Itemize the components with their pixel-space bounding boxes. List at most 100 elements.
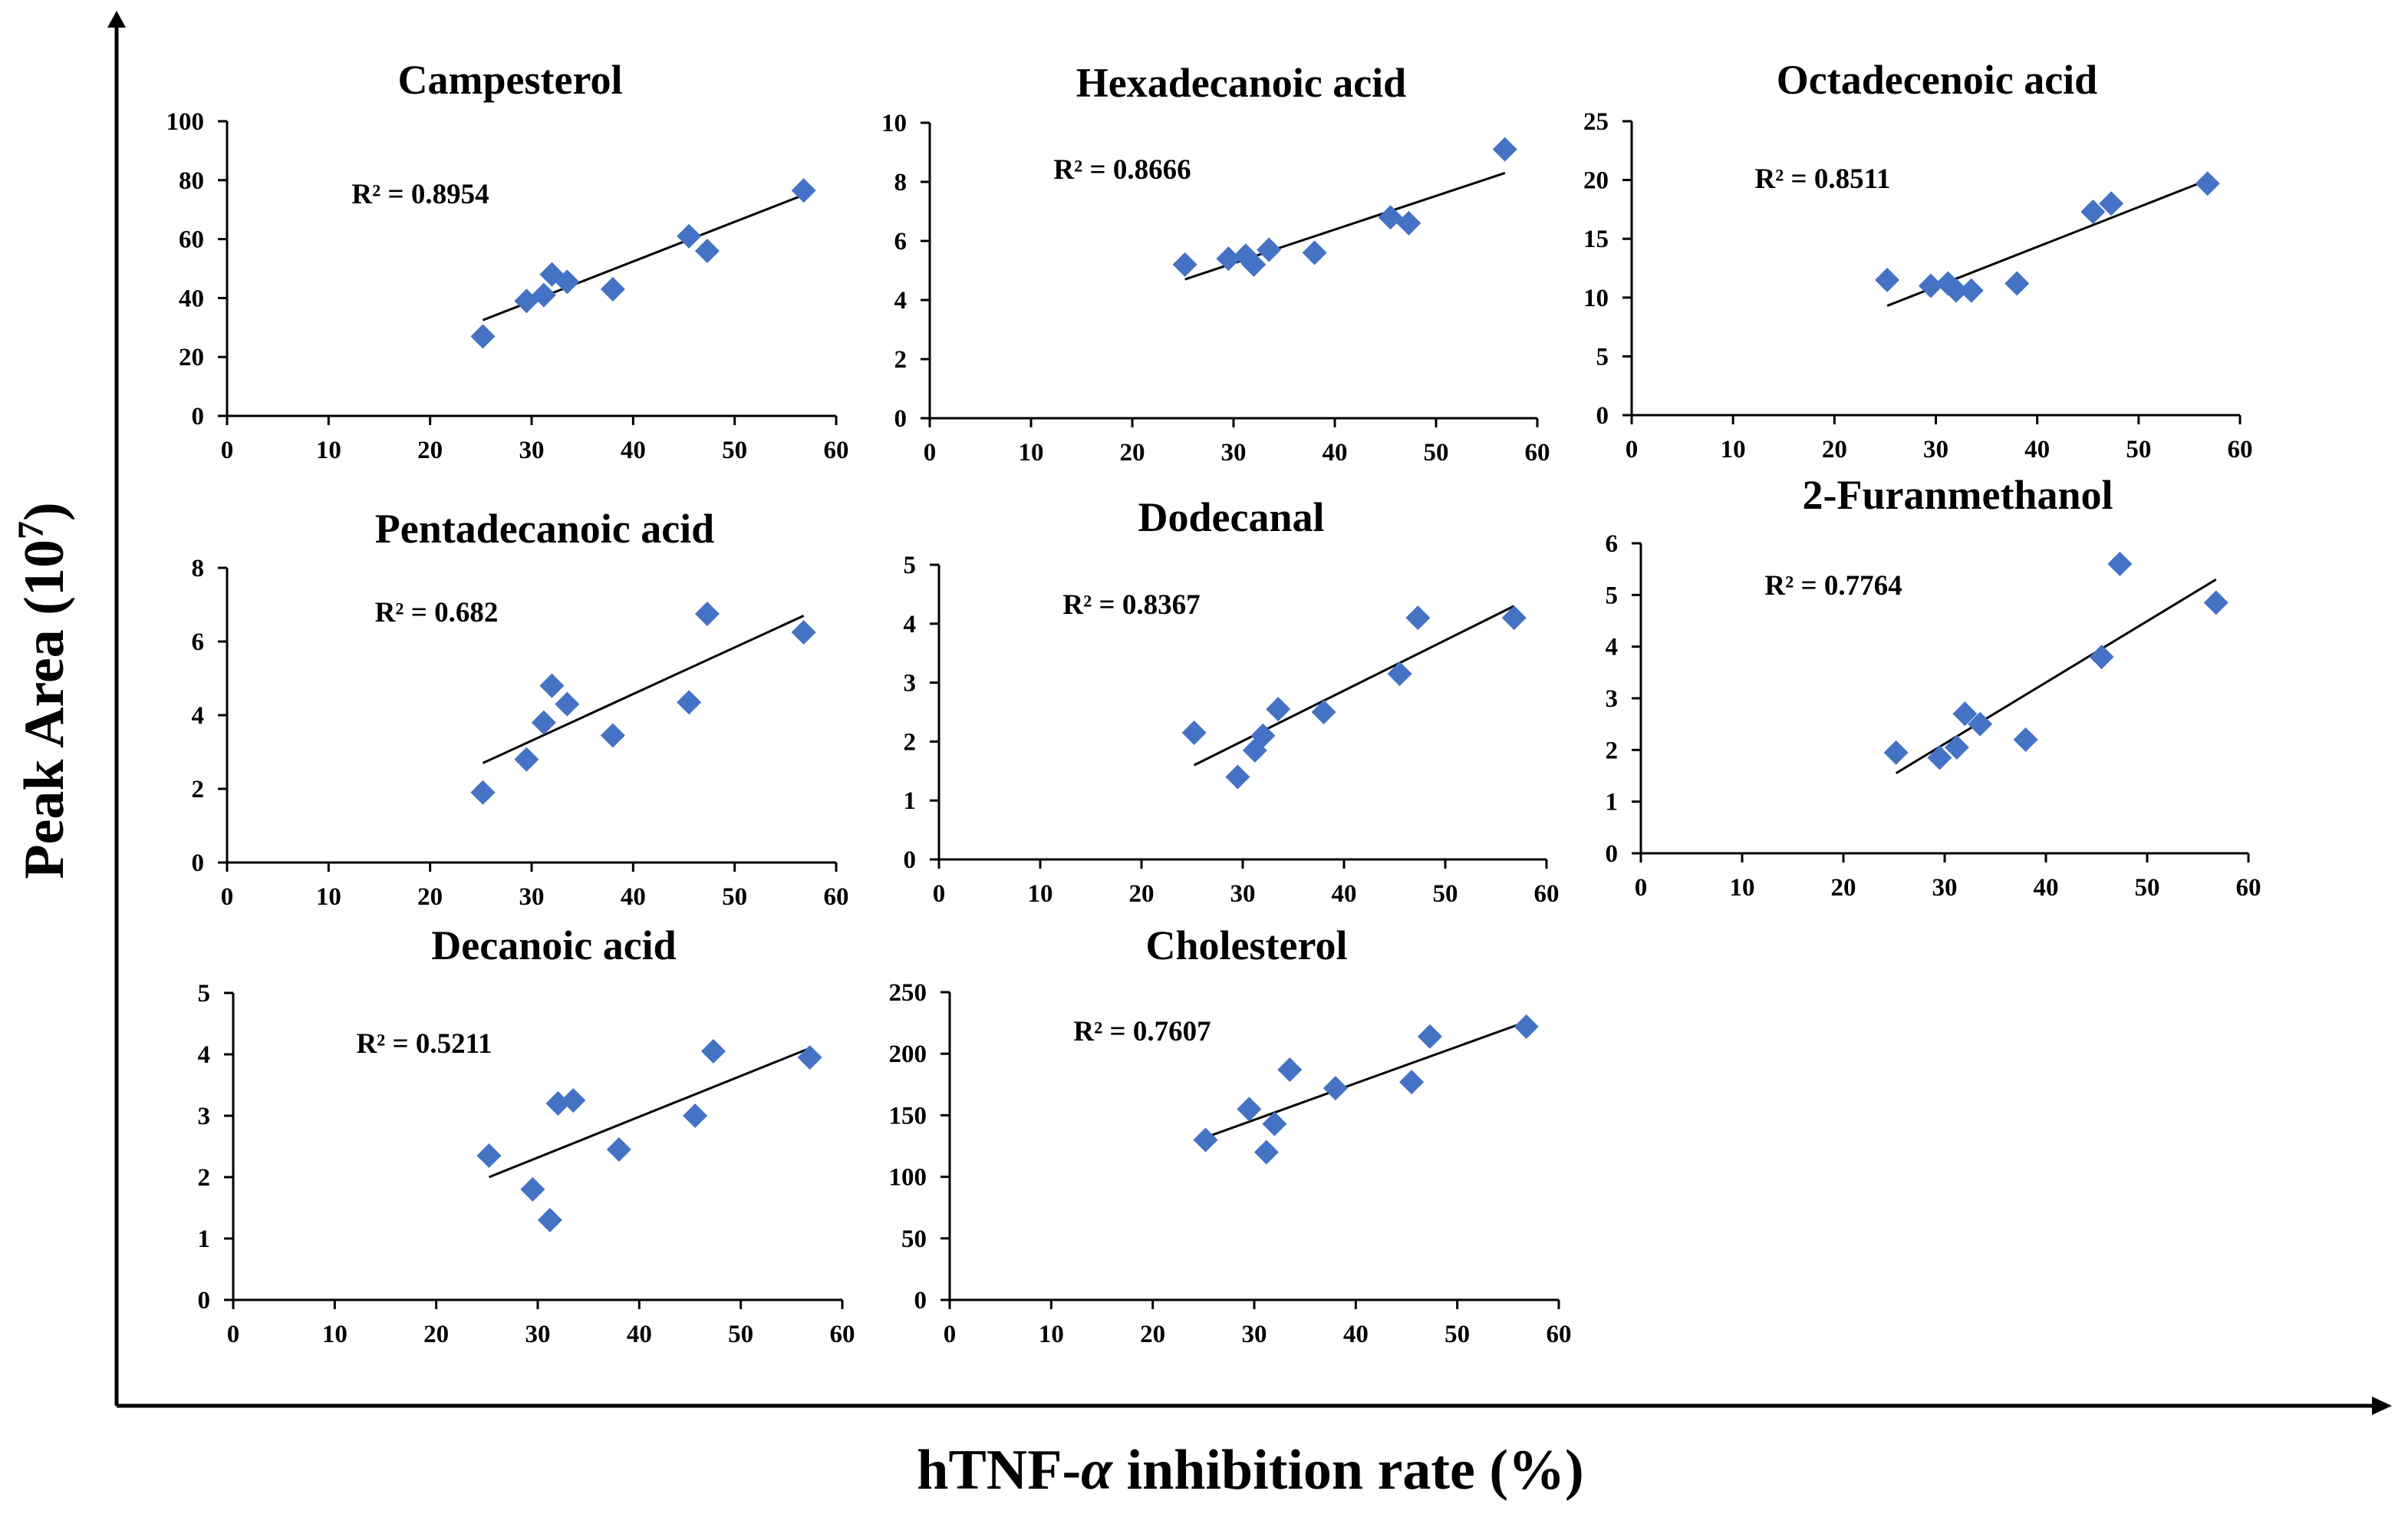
data-point [677,223,702,249]
x-tick-label: 0 [1626,436,1639,463]
data-point [1958,278,1984,303]
x-tick-label: 10 [322,1321,348,1348]
data-point [1492,137,1517,162]
x-tick-label: 40 [627,1321,652,1348]
y-tick-label: 2 [198,1164,211,1192]
data-point [1225,764,1250,790]
data-point [1277,1057,1303,1083]
y-tick-label: 10 [881,110,907,137]
data-point [700,1039,726,1064]
x-tick-label: 60 [830,1321,855,1348]
x-tick-label: 60 [1534,880,1560,908]
y-tick-label: 4 [894,287,908,315]
x-tick-label: 30 [1923,436,1948,463]
data-point [694,602,720,626]
x-tick-label: 60 [1547,1321,1572,1348]
x-tick-label: 0 [1635,874,1648,902]
y-tick-label: 80 [179,167,204,195]
x-tick-label: 10 [1019,439,1044,467]
data-point [1193,1127,1218,1153]
y-tick-label: 5 [1606,582,1619,609]
y-tick-label: 150 [889,1102,927,1130]
panel-title: Cholesterol [1146,922,1348,968]
trend-line [482,615,805,764]
y-tick-label: 1 [198,1225,211,1253]
y-tick-label: 15 [1583,226,1609,253]
x-tick-label: 20 [417,883,443,911]
y-tick-label: 0 [1596,402,1609,430]
y-tick-label: 2 [1606,737,1619,764]
x-tick-label: 0 [944,1321,957,1348]
y-tick-label: 3 [1606,685,1619,713]
data-point [1266,697,1291,722]
y-tick-label: 1 [904,787,917,815]
x-tick-label: 50 [728,1321,753,1348]
x-tick-label: 40 [1343,1321,1369,1348]
y-tick-label: 0 [914,1287,927,1314]
y-tick-label: 2 [894,346,908,374]
main-y-label-close: ) [13,502,76,521]
data-point [1918,273,1943,299]
data-point [2107,551,2133,576]
y-tick-label: 200 [889,1041,927,1068]
x-tick-label: 60 [824,437,849,464]
x-tick-label: 0 [221,883,234,911]
x-tick-label: 40 [1323,439,1348,467]
panel-cholesterol: Cholesterol 0 50 100 150 200 250 0 10 20 30 40 50 60 R… [889,922,1572,1348]
x-tick-label: 30 [519,437,545,464]
data-point [1501,605,1527,631]
r-squared-label: R² = 0.5211 [356,1028,492,1060]
data-point [514,747,539,772]
y-tick-label: 100 [889,1164,927,1192]
x-tick-label: 10 [316,437,341,464]
main-y-label: Peak Area (107) [11,502,76,879]
trend-line [1193,605,1515,767]
main-x-label: hTNF-α inhibition rate (%) [917,1439,1583,1502]
data-point [1237,1097,1262,1122]
y-tick-label: 250 [889,979,927,1007]
data-point [1181,720,1207,745]
data-point [1262,1111,1287,1136]
y-tick-label: 6 [192,628,205,656]
main-y-label-text: Peak Area (10 [13,539,76,879]
data-point [683,1103,708,1128]
data-point [2089,645,2114,670]
data-point [600,723,625,748]
x-tick-label: 0 [227,1321,240,1348]
y-tick-label: 4 [198,1041,211,1069]
x-tick-label: 40 [1332,880,1357,908]
main-x-label-pre: hTNF- [917,1439,1081,1502]
x-tick-label: 30 [1932,874,1958,902]
r-squared-label: R² = 0.8367 [1062,589,1200,621]
r-squared-label: R² = 0.8511 [1754,163,1890,195]
x-tick-label: 40 [2034,874,2059,902]
data-point [470,780,496,805]
x-tick-label: 60 [824,883,849,911]
x-tick-label: 50 [722,883,747,911]
x-tick-label: 10 [1028,880,1053,908]
data-point [537,1208,562,1232]
r-squared-label: R² = 0.8954 [351,179,489,210]
data-point [1216,246,1241,272]
x-tick-label: 10 [316,883,341,911]
x-tick-label: 20 [417,437,443,464]
data-point [1387,661,1412,687]
r-squared-label: R² = 0.682 [375,597,499,628]
trend-line [488,1047,811,1179]
x-tick-label: 40 [621,437,646,464]
panel-octadecenoic-acid: Octadecenoic acid 0 5 10 15 20 25 0 10 20 30 40 50 60… [1583,57,2253,463]
x-tick-label: 30 [1242,1321,1267,1348]
data-point [561,1088,586,1113]
data-point [555,269,580,295]
data-point [1253,1140,1279,1165]
y-tick-label: 2 [904,728,917,756]
data-point [1250,723,1276,748]
y-tick-label: 0 [904,846,917,874]
data-point [1311,700,1336,724]
x-tick-label: 50 [2126,436,2151,463]
x-tick-label: 30 [519,883,545,911]
x-tick-label: 60 [2228,436,2253,463]
data-point [600,276,625,302]
data-point [1952,701,1978,727]
